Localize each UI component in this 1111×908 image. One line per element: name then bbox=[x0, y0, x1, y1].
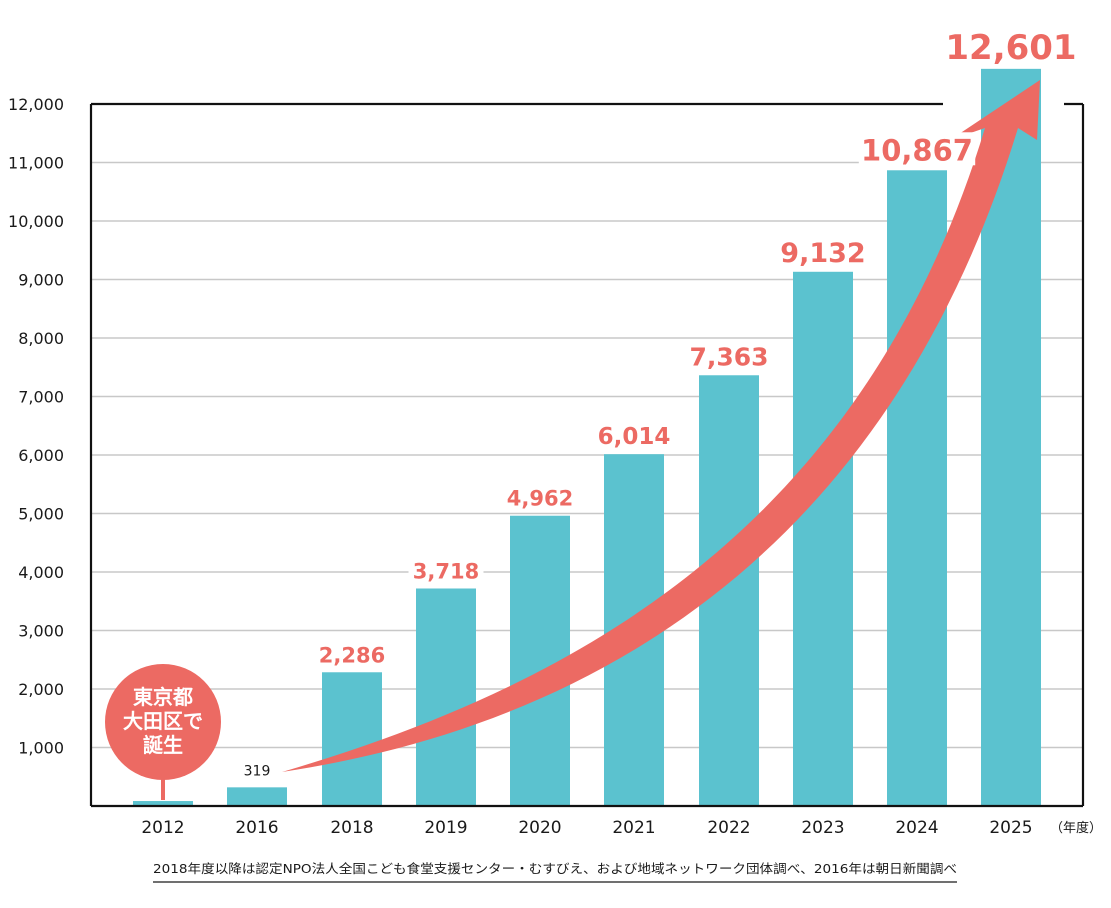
y-tick-label: 4,000 bbox=[18, 563, 64, 582]
y-tick-label: 2,000 bbox=[18, 680, 64, 699]
data-label: 12,601 bbox=[945, 28, 1076, 68]
callout-text: 大田区で bbox=[123, 709, 203, 733]
data-label: 10,867 bbox=[861, 133, 973, 167]
callout-text: 東京都 bbox=[133, 685, 193, 709]
data-label: 319 bbox=[244, 763, 271, 779]
x-tick-label: 2012 bbox=[141, 818, 184, 838]
y-tick-label: 6,000 bbox=[18, 446, 64, 465]
x-tick-label: 2024 bbox=[895, 818, 938, 838]
bar bbox=[322, 672, 382, 806]
callout-bubble bbox=[105, 664, 221, 780]
y-tick-label: 7,000 bbox=[18, 388, 64, 407]
x-tick-label: 2023 bbox=[801, 818, 844, 838]
data-label-bg bbox=[943, 25, 1079, 64]
data-label-bg bbox=[408, 558, 484, 584]
data-label-bg bbox=[685, 341, 773, 371]
data-label: 6,014 bbox=[598, 424, 671, 450]
bar bbox=[133, 801, 193, 806]
data-label-bg bbox=[502, 485, 578, 511]
x-tick-label: 2019 bbox=[424, 818, 467, 838]
y-tick-label: 8,000 bbox=[18, 329, 64, 348]
y-tick-label: 11,000 bbox=[8, 154, 64, 173]
x-tick-label: 2021 bbox=[612, 818, 655, 838]
data-label-bg bbox=[593, 422, 675, 450]
x-tick-label: 2025 bbox=[989, 818, 1032, 838]
y-tick-label: 12,000 bbox=[8, 95, 64, 114]
y-tick-label: 3,000 bbox=[18, 622, 64, 641]
y-tick-label: 9,000 bbox=[18, 271, 64, 290]
x-axis-unit: （年度） bbox=[1050, 820, 1102, 836]
bar bbox=[416, 588, 476, 806]
x-tick-label: 2022 bbox=[707, 818, 750, 838]
data-label-bg bbox=[858, 132, 976, 166]
x-tick-label: 2020 bbox=[518, 818, 561, 838]
y-tick-label: 10,000 bbox=[8, 212, 64, 231]
x-tick-label: 2016 bbox=[235, 818, 278, 838]
bar bbox=[227, 787, 287, 806]
data-label: 9,132 bbox=[780, 238, 865, 269]
y-tick-label: 5,000 bbox=[18, 505, 64, 524]
data-label: 3,718 bbox=[413, 559, 479, 583]
y-tick-label: 1,000 bbox=[18, 739, 64, 758]
bar bbox=[793, 271, 853, 806]
data-label: 7,363 bbox=[689, 342, 768, 371]
data-label: 2,286 bbox=[319, 643, 385, 667]
data-label-bg bbox=[314, 642, 390, 668]
source-note: 2018年度以降は認定NPO法人全国こども食堂支援センター・むすびえ、および地域… bbox=[153, 861, 957, 876]
callout-text: 誕生 bbox=[143, 733, 183, 757]
data-label-bg bbox=[776, 235, 870, 267]
data-label: 4,962 bbox=[507, 487, 573, 511]
x-tick-label: 2018 bbox=[330, 818, 373, 838]
